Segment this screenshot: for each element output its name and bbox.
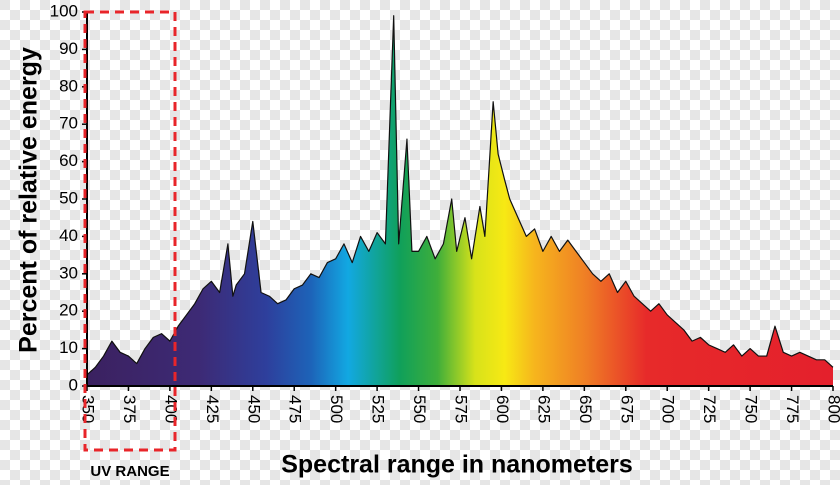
x-tick-label: 500 <box>327 395 346 423</box>
uv-range-box <box>83 10 177 452</box>
y-tick-label: 10 <box>59 338 78 357</box>
y-tick-label: 20 <box>59 301 78 320</box>
spectrum-area <box>87 15 833 387</box>
x-tick-label: 350 <box>79 395 98 423</box>
x-tick-label: 600 <box>493 395 512 423</box>
uv-range-label: UV RANGE <box>90 463 169 480</box>
x-axis-title: Spectral range in nanometers <box>281 451 633 479</box>
y-tick-label: 80 <box>59 76 78 95</box>
y-tick-label: 70 <box>59 114 78 133</box>
y-tick-label: 40 <box>59 226 78 245</box>
plot-area: 0 10 20 30 40 50 60 70 80 90 100 350 375 400 425 450 475… <box>50 1 840 423</box>
x-tick-label: 375 <box>120 395 139 423</box>
spectrum-outline <box>86 15 834 376</box>
y-tick-label: 30 <box>59 263 78 282</box>
x-tick-label: 725 <box>700 395 719 423</box>
x-tick-label: 800 <box>825 395 840 423</box>
x-tick-label: 475 <box>286 395 305 423</box>
x-tick-label: 450 <box>244 395 263 423</box>
x-tick-label: 575 <box>452 395 471 423</box>
x-tick-label: 550 <box>410 395 429 423</box>
x-tick-label: 775 <box>783 395 802 423</box>
y-tick-label: 100 <box>50 1 78 20</box>
x-tick-label: 650 <box>576 395 595 423</box>
x-tick-label: 625 <box>534 395 553 423</box>
y-axis-title: Percent of relative energy <box>15 47 43 353</box>
x-tick-label: 525 <box>369 395 388 423</box>
x-tick-label: 400 <box>161 395 180 423</box>
y-tick-label: 50 <box>59 188 78 207</box>
x-tick-label: 700 <box>659 395 678 423</box>
x-tick-label: 675 <box>617 395 636 423</box>
x-tick-label: 750 <box>742 395 761 423</box>
y-tick-label: 60 <box>59 151 78 170</box>
y-tick-label: 90 <box>59 39 78 58</box>
x-tick-label: 425 <box>203 395 222 423</box>
y-tick-label: 0 <box>69 375 78 394</box>
